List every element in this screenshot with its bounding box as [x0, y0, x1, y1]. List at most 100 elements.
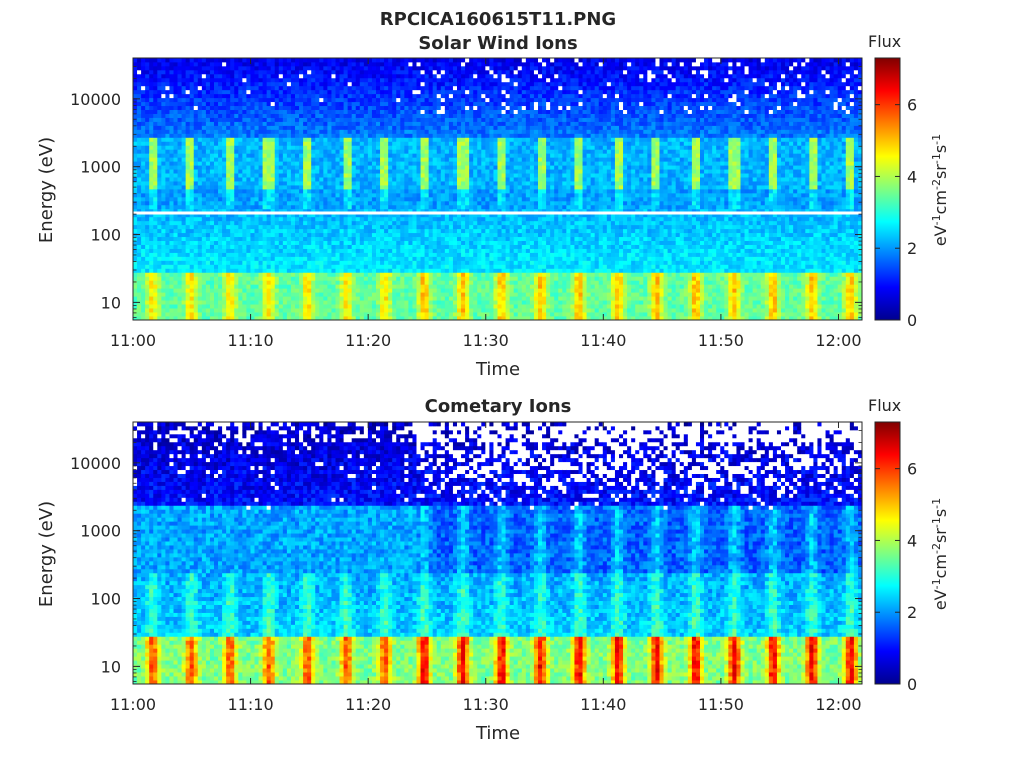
- heatmap-cell: [388, 228, 393, 234]
- heatmap-cell: [436, 189, 442, 194]
- heatmap-cell: [165, 77, 170, 83]
- heatmap-cell: [424, 121, 430, 126]
- heatmap-cell: [133, 264, 138, 269]
- heatmap-cell: [371, 61, 377, 67]
- heatmap-cell: [351, 181, 357, 186]
- heatmap-cell: [222, 189, 227, 194]
- heatmap-cell: [222, 81, 227, 87]
- heatmap-cell: [246, 244, 251, 249]
- heatmap-cell: [355, 137, 361, 142]
- heatmap-cell: [363, 145, 369, 150]
- heatmap-cell: [376, 121, 381, 126]
- heatmap-cell: [384, 181, 389, 186]
- heatmap-cell: [339, 185, 344, 190]
- heatmap-cell: [319, 173, 324, 178]
- heatmap-cell: [145, 149, 150, 154]
- heatmap-cell: [278, 212, 284, 218]
- heatmap-cell: [141, 200, 146, 206]
- heatmap-cell: [311, 109, 316, 114]
- heatmap-cell: [392, 101, 397, 107]
- heatmap-cell: [226, 304, 231, 309]
- heatmap-cell: [193, 61, 199, 67]
- heatmap-cell: [185, 101, 191, 107]
- heatmap-cell: [351, 101, 357, 107]
- heatmap-cell: [133, 292, 138, 297]
- heatmap-cell: [173, 165, 178, 170]
- heatmap-cell: [371, 268, 377, 273]
- heatmap-cell: [327, 177, 332, 182]
- heatmap-cell: [214, 121, 219, 126]
- heatmap-cell: [270, 248, 276, 253]
- heatmap-cell: [416, 276, 421, 281]
- heatmap-cell: [428, 240, 434, 245]
- heatmap-cell: [250, 133, 255, 138]
- heatmap-cell: [169, 200, 174, 206]
- heatmap-cell: [319, 212, 324, 218]
- heatmap-cell: [286, 173, 292, 178]
- heatmap-cell: [371, 145, 377, 150]
- heatmap-cell: [351, 117, 357, 122]
- heatmap-cell: [363, 113, 369, 118]
- heatmap-cell: [376, 73, 381, 79]
- heatmap-cell: [311, 232, 316, 238]
- heatmap-cell: [230, 240, 235, 245]
- heatmap-cell: [286, 157, 292, 162]
- heatmap-cell: [274, 208, 280, 214]
- heatmap-cell: [319, 101, 324, 107]
- heatmap-cell: [315, 161, 320, 166]
- heatmap-cell: [177, 65, 182, 71]
- heatmap-cell: [319, 264, 324, 269]
- heatmap-cell: [380, 232, 385, 238]
- heatmap-cell: [303, 276, 308, 281]
- heatmap-cell: [238, 232, 243, 238]
- heatmap-cell: [335, 192, 340, 198]
- heatmap-cell: [299, 177, 304, 182]
- heatmap-cell: [181, 268, 187, 273]
- heatmap-cell: [371, 97, 377, 103]
- heatmap-cell: [197, 93, 203, 99]
- heatmap-cell: [173, 101, 178, 107]
- heatmap-cell: [145, 284, 150, 289]
- heatmap-cell: [380, 312, 385, 317]
- heatmap-cell: [339, 149, 344, 154]
- heatmap-cell: [230, 141, 235, 146]
- heatmap-cell: [416, 272, 421, 277]
- heatmap-cell: [290, 196, 296, 202]
- heatmap-cell: [416, 280, 421, 285]
- heatmap-cell: [303, 121, 308, 126]
- heatmap-cell: [282, 304, 288, 309]
- heatmap-cell: [133, 85, 138, 91]
- heatmap-cell: [307, 224, 312, 230]
- heatmap-cell: [270, 169, 276, 174]
- heatmap-cell: [278, 220, 284, 226]
- heatmap-cell: [339, 153, 344, 158]
- heatmap-cell: [157, 276, 162, 281]
- heatmap-cell: [347, 208, 353, 214]
- heatmap-cell: [149, 272, 154, 277]
- heatmap-cell: [339, 244, 344, 249]
- heatmap-cell: [384, 65, 389, 71]
- heatmap-cell: [384, 109, 389, 114]
- heatmap-cell: [319, 268, 324, 273]
- heatmap-cell: [258, 264, 263, 269]
- heatmap-cell: [339, 216, 344, 222]
- heatmap-cell: [173, 145, 178, 150]
- heatmap-cell: [351, 169, 357, 174]
- heatmap-cell: [311, 169, 316, 174]
- heatmap-cell: [209, 260, 215, 265]
- heatmap-cell: [416, 288, 421, 293]
- heatmap-cell: [347, 224, 353, 230]
- heatmap-cell: [299, 77, 304, 83]
- heatmap-cell: [209, 77, 215, 83]
- heatmap-cell: [246, 149, 251, 154]
- heatmap-cell: [428, 260, 434, 265]
- heatmap-cell: [335, 185, 340, 190]
- heatmap-cell: [266, 117, 272, 122]
- heatmap-cell: [392, 208, 397, 214]
- heatmap-cell: [141, 97, 146, 103]
- heatmap-cell: [197, 192, 203, 198]
- heatmap-cell: [181, 153, 187, 158]
- heatmap-cell: [254, 169, 259, 174]
- heatmap-cell: [189, 260, 195, 265]
- heatmap-cell: [145, 153, 150, 158]
